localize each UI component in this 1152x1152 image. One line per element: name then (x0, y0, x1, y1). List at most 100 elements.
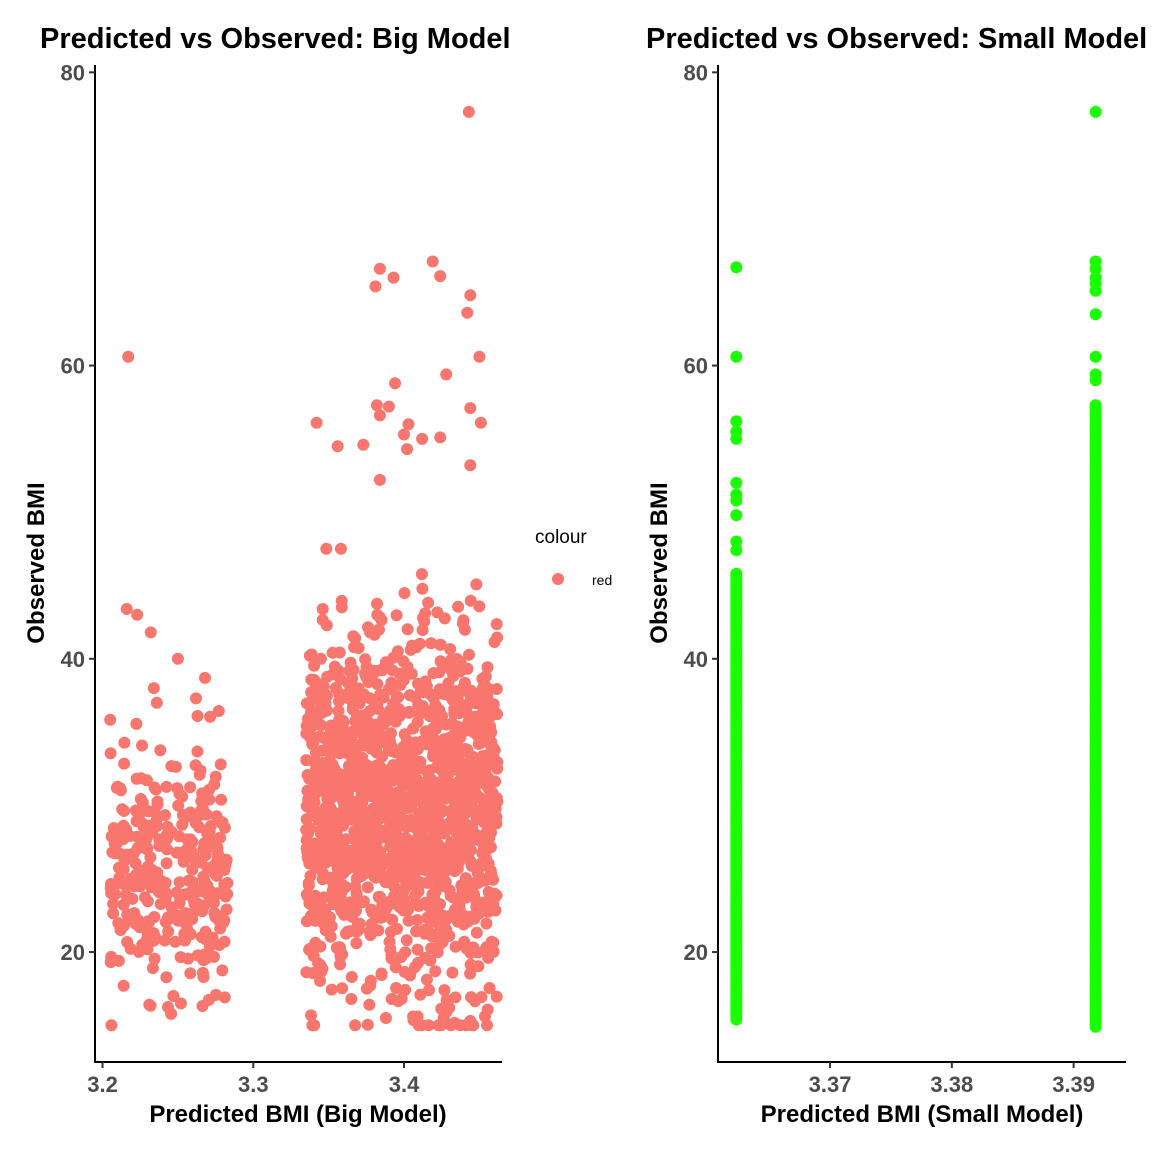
data-point (1089, 399, 1102, 412)
data-point (446, 736, 459, 749)
data-point (474, 416, 487, 429)
data-point (446, 845, 459, 858)
data-point (214, 922, 227, 935)
data-point (134, 793, 147, 805)
data-point (383, 852, 396, 865)
data-point (464, 459, 477, 472)
data-point (120, 603, 133, 615)
data-point (1089, 255, 1102, 268)
data-point (361, 881, 374, 894)
x-tick-label: 3.2 (87, 1072, 118, 1097)
data-point (190, 692, 202, 705)
data-point (394, 803, 407, 815)
data-point (730, 567, 743, 580)
data-point (391, 645, 404, 658)
data-point (484, 794, 497, 807)
data-point (193, 821, 206, 834)
data-point (428, 818, 440, 831)
data-point (112, 954, 125, 967)
data-point (305, 673, 318, 686)
data-point (209, 770, 222, 783)
data-point (322, 915, 335, 928)
data-point (314, 974, 326, 987)
data-point (136, 840, 149, 853)
data-point (306, 693, 319, 706)
data-point (461, 662, 474, 675)
data-point (485, 736, 498, 749)
data-point (464, 880, 477, 893)
data-point (429, 965, 442, 978)
data-point (122, 350, 135, 363)
data-point (211, 887, 224, 900)
data-point (144, 873, 157, 886)
data-point (398, 965, 411, 978)
data-point (409, 961, 421, 974)
x-tick-label: 3.38 (930, 1072, 973, 1097)
data-point (348, 641, 361, 654)
data-point (204, 710, 217, 723)
data-point (385, 680, 398, 693)
data-point (487, 698, 500, 711)
data-point (487, 873, 500, 886)
data-point (479, 1010, 491, 1023)
data-point (489, 904, 502, 917)
data-point (487, 751, 500, 764)
data-point (417, 686, 430, 699)
data-point (409, 873, 422, 886)
data-point (354, 724, 367, 737)
data-point (730, 544, 743, 557)
data-point (337, 738, 350, 751)
data-point (344, 749, 357, 762)
data-point (419, 675, 432, 688)
data-point (320, 689, 333, 702)
data-point (452, 830, 465, 843)
data-point (490, 990, 503, 1003)
data-point (350, 937, 363, 950)
data-point (431, 946, 444, 959)
data-point (385, 949, 398, 962)
data-point (118, 736, 131, 749)
data-point (427, 667, 440, 680)
data-point (218, 935, 231, 948)
data-point (434, 898, 446, 911)
data-point (300, 754, 313, 767)
data-point (159, 809, 171, 822)
data-point (150, 814, 163, 827)
data-point (212, 705, 225, 717)
data-point (464, 825, 477, 838)
data-point (411, 1010, 424, 1023)
data-point (374, 761, 387, 774)
data-point (464, 1014, 477, 1027)
data-point (351, 710, 363, 723)
data-point (310, 746, 322, 759)
data-point (167, 990, 180, 1002)
data-point (320, 542, 333, 555)
data-point (478, 720, 491, 733)
y-tick-label: 60 (61, 354, 85, 379)
data-point (399, 983, 412, 996)
data-point (373, 409, 386, 422)
data-point (215, 793, 228, 806)
data-point (444, 643, 457, 656)
data-point (154, 898, 167, 910)
data-point (465, 991, 477, 1004)
data-point (204, 820, 217, 832)
y-tick-label: 40 (61, 647, 85, 672)
data-point (399, 831, 412, 844)
data-point (136, 739, 148, 752)
x-tick-label: 3.3 (238, 1072, 269, 1097)
data-point (177, 855, 190, 868)
data-point (329, 681, 342, 694)
data-point (197, 881, 210, 893)
data-point (334, 542, 347, 555)
data-point (147, 934, 160, 947)
data-point (412, 743, 424, 755)
data-point (730, 476, 743, 489)
data-point (119, 888, 132, 901)
y-tick-label: 40 (684, 647, 708, 672)
scatter-points-big-model (104, 105, 504, 1032)
data-point (464, 402, 477, 415)
data-point (350, 887, 363, 899)
scatter-points-small-model (730, 105, 1102, 1033)
data-point (167, 910, 180, 923)
